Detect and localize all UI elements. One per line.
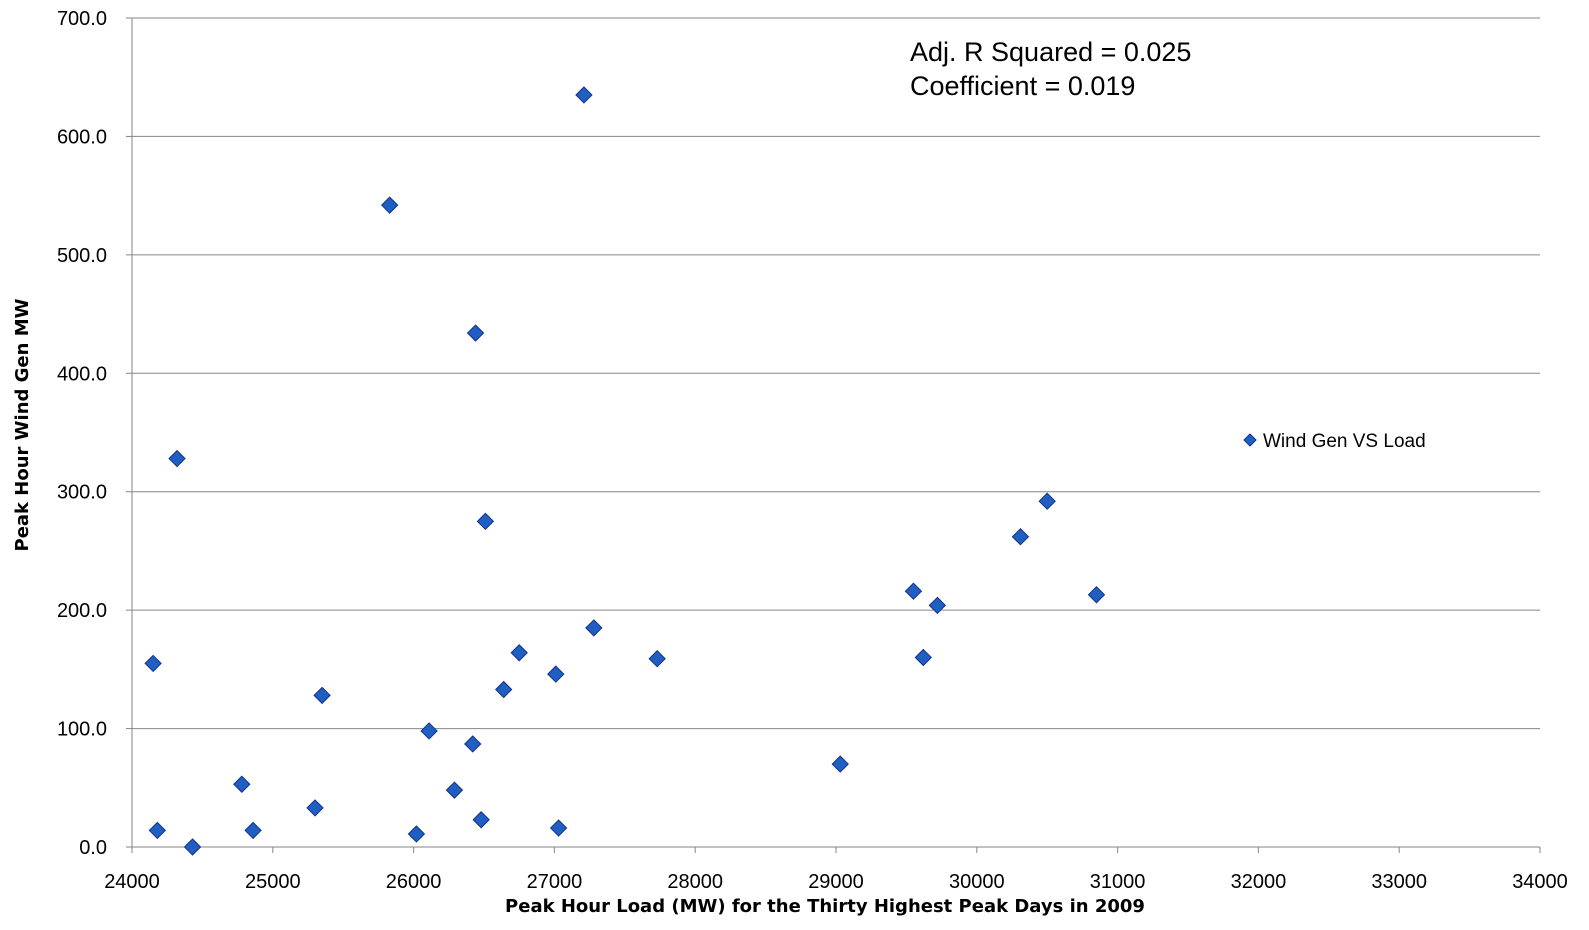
x-axis-title: Peak Hour Load (MW) for the Thirty Highe… <box>505 896 1145 917</box>
x-tick-label: 24000 <box>104 871 160 893</box>
data-point <box>313 686 331 705</box>
y-tick-label: 500.0 <box>57 245 107 267</box>
data-point <box>380 196 399 214</box>
data-point <box>420 722 438 740</box>
y-axis-title: Peak Hour Wind Gen MW <box>12 298 33 551</box>
data-point <box>928 596 947 615</box>
y-tick-label: 400.0 <box>57 363 107 385</box>
x-tick-label: 29000 <box>808 871 864 893</box>
data-point <box>244 821 262 840</box>
y-tick-label: 600.0 <box>57 126 107 148</box>
data-point <box>476 512 495 531</box>
y-tick-label: 300.0 <box>57 482 107 504</box>
data-point <box>831 755 849 773</box>
y-tick-label: 200.0 <box>57 600 107 622</box>
x-tick-label: 33000 <box>1371 871 1427 893</box>
x-tick-label: 25000 <box>245 871 301 893</box>
data-point <box>547 665 565 683</box>
x-tick-label: 30000 <box>949 871 1005 893</box>
legend: Wind Gen VS Load <box>1243 431 1426 452</box>
annotation-coefficient: Coefficient = 0.019 <box>910 71 1135 101</box>
x-tick-label: 34000 <box>1512 871 1568 893</box>
y-axis-ticks: 0.0 100.0 200.0 300.0 400.0 500.0 600.0 700.0 <box>57 8 132 859</box>
data-point <box>445 781 464 799</box>
legend-marker-diamond-icon <box>1243 433 1257 447</box>
data-point <box>148 821 167 840</box>
data-point <box>1087 586 1106 604</box>
x-tick-label: 27000 <box>527 871 583 893</box>
data-points <box>144 86 1106 856</box>
gridlines <box>132 17 1540 848</box>
x-tick-label: 26000 <box>386 871 442 893</box>
data-point <box>183 838 202 856</box>
data-point <box>914 648 933 667</box>
data-point <box>233 775 251 793</box>
x-tick-label: 31000 <box>1090 871 1146 893</box>
annotation-r-squared: Adj. R Squared = 0.025 <box>910 37 1191 67</box>
data-point <box>407 825 426 843</box>
y-tick-label: 0.0 <box>79 837 107 859</box>
data-point <box>549 819 568 837</box>
data-point <box>472 811 490 829</box>
data-point <box>495 680 513 699</box>
data-point <box>1011 528 1030 546</box>
x-axis-ticks: 24000 25000 26000 27000 28000 29000 30000 31000… <box>104 847 1568 893</box>
data-point <box>585 619 603 637</box>
y-tick-label: 100.0 <box>57 719 107 741</box>
data-point <box>466 324 485 342</box>
x-tick-label: 28000 <box>667 871 723 893</box>
legend-label: Wind Gen VS Load <box>1263 431 1426 452</box>
data-point <box>575 86 593 104</box>
y-tick-label: 700.0 <box>57 8 107 30</box>
data-point <box>306 799 324 817</box>
data-point <box>464 735 482 753</box>
data-point <box>1038 492 1056 510</box>
data-point <box>144 654 162 673</box>
data-point <box>904 582 923 600</box>
x-tick-label: 32000 <box>1231 871 1287 893</box>
data-point <box>648 649 666 668</box>
data-point <box>510 644 528 662</box>
data-point <box>168 449 186 468</box>
